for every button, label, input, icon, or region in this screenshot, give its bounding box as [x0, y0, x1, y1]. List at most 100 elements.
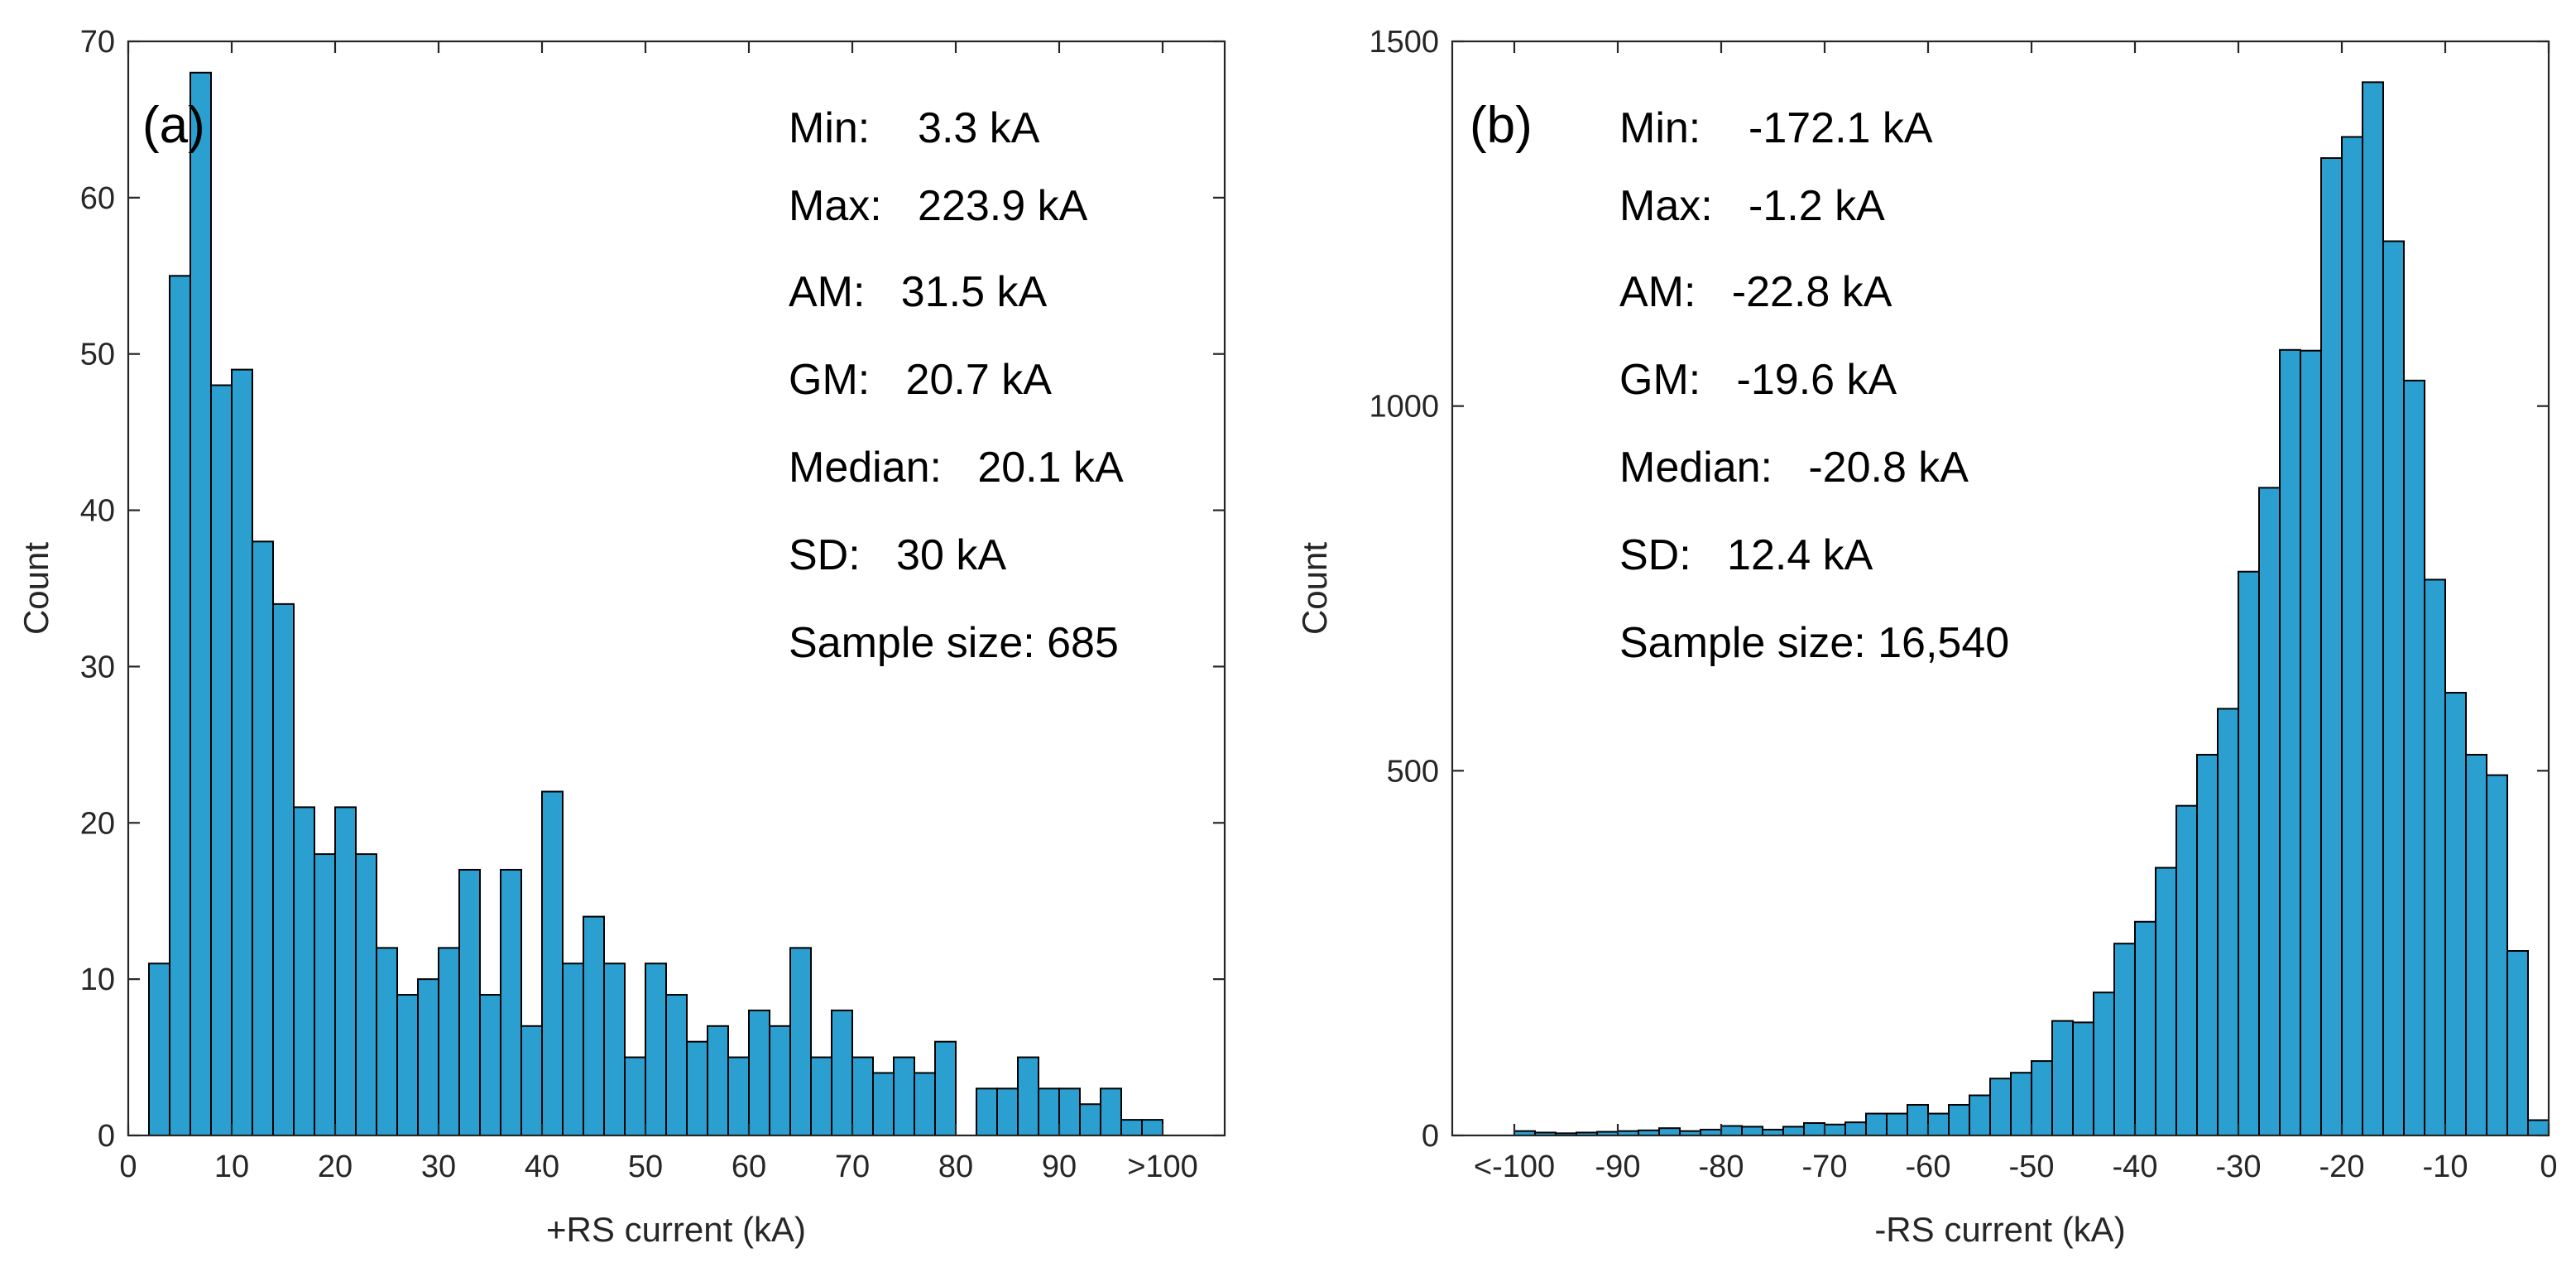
panel-b-stat-gm: GM: -19.6 kA — [1619, 356, 1897, 404]
panel-b-bar-16 — [1844, 1121, 1867, 1137]
panel-b-bar-49 — [2527, 1119, 2550, 1136]
panel-b-stat-sample-size: Sample size: 16,540 — [1619, 619, 2009, 667]
panel-a-bar-33 — [831, 1009, 853, 1137]
panel-b-y-axis-title: Count — [1295, 542, 1334, 635]
panel-b-bar-24 — [2010, 1072, 2032, 1136]
panel-b-bar-17 — [1865, 1112, 1888, 1137]
panel-b-x-tick-label-7: -30 — [2216, 1150, 2262, 1184]
panel-b-stat-sd: SD: 12.4 kA — [1619, 531, 1873, 579]
panel-b-bar-20 — [1927, 1112, 1950, 1137]
panel-b-stat-max: Max: -1.2 kA — [1619, 182, 1885, 230]
panel-b-bar-39 — [2320, 157, 2343, 1136]
panel-a-x-tick-label-10: >100 — [1127, 1150, 1198, 1184]
panel-a-bar-35 — [872, 1072, 895, 1136]
panel-b-y-tick-label-2: 1000 — [1369, 390, 1439, 425]
panel-a-x-tick-label-6: 60 — [732, 1150, 766, 1184]
panel-a-bar-2 — [189, 71, 212, 1136]
panel-b-stat-am: AM: -22.8 kA — [1619, 268, 1892, 316]
panel-a-y-tick-label-4: 40 — [80, 494, 115, 529]
panel-a-bar-0 — [148, 962, 170, 1137]
panel-b-negative-current-histogram: <-100 -90 -80 -70 -60 -50 -40 -30 -20 -10 0 0 500 10… — [1295, 25, 2558, 1249]
panel-a-x-tick-label-0: 0 — [119, 1150, 137, 1184]
panel-a-bar-42 — [1038, 1087, 1060, 1136]
panel-a-x-tick-labels: 0 10 20 30 40 50 60 70 80 90 >100 — [119, 1150, 1197, 1184]
panel-a-bar-21 — [583, 915, 605, 1136]
panel-a-bar-25 — [665, 994, 688, 1137]
panel-b-bar-13 — [1782, 1126, 1805, 1137]
panel-b-bar-41 — [2362, 81, 2384, 1137]
panel-a-bar-4 — [231, 368, 253, 1137]
panel-b-bar-23 — [1989, 1078, 2012, 1137]
panel-a-stats-box: Min: 3.3 kA Max: 223.9 kA AM: 31.5 kA GM… — [789, 104, 1124, 667]
panel-a-positive-current-histogram: 0 10 20 30 40 50 60 70 80 90 >100 010203040506070 … — [17, 25, 1226, 1249]
panel-b-bar-27 — [2072, 1021, 2094, 1137]
panel-a-bar-39 — [976, 1087, 998, 1136]
panel-a-stat-sample-size: Sample size: 685 — [789, 619, 1119, 667]
panel-b-x-axis-title: -RS current (kA) — [1874, 1210, 2125, 1249]
panel-a-x-tick-label-4: 40 — [525, 1150, 559, 1184]
panel-a-bar-40 — [996, 1087, 1019, 1136]
panel-a-label: (a) — [142, 97, 205, 154]
panel-b-bar-44 — [2424, 578, 2446, 1136]
panel-a-bar-38 — [934, 1040, 957, 1136]
panel-a-bar-3 — [210, 384, 233, 1136]
panel-a-bar-31 — [789, 947, 812, 1136]
panel-a-bar-13 — [417, 978, 439, 1137]
panel-b-bar-48 — [2506, 950, 2529, 1137]
panel-a-bars — [148, 71, 1163, 1137]
panel-a-y-tick-label-6: 60 — [80, 181, 115, 216]
panel-b-bar-22 — [1969, 1094, 1991, 1137]
panel-a-bar-6 — [272, 602, 295, 1136]
panel-b-bar-34 — [2217, 708, 2239, 1136]
panel-b-bar-37 — [2279, 348, 2301, 1136]
panel-a-bar-10 — [355, 853, 377, 1137]
panel-b-bar-47 — [2486, 774, 2508, 1136]
panel-a-stat-sd: SD: 30 kA — [789, 531, 1006, 579]
panel-a-bar-30 — [769, 1025, 791, 1137]
panel-a-bar-41 — [1017, 1056, 1039, 1136]
panel-b-x-tick-label-3: -70 — [1802, 1150, 1848, 1184]
panel-b-x-tick-labels: <-100 -90 -80 -70 -60 -50 -40 -30 -20 -10 0 — [1474, 1150, 2558, 1184]
panel-b-x-tick-label-4: -60 — [1906, 1150, 1951, 1184]
panel-b-bar-45 — [2444, 692, 2467, 1136]
panel-a-stat-max: Max: 223.9 kA — [789, 182, 1088, 230]
panel-a-x-tick-label-9: 90 — [1042, 1150, 1077, 1184]
panel-b-bar-19 — [1907, 1103, 1929, 1136]
panel-b-stat-min: Min: -172.1 kA — [1619, 104, 1933, 152]
panel-b-x-tick-label-6: -40 — [2113, 1150, 2158, 1184]
panel-a-x-tick-label-3: 30 — [421, 1150, 456, 1184]
panel-b-y-tick-label-3: 1500 — [1369, 25, 1439, 60]
panel-a-bar-12 — [396, 994, 419, 1137]
panel-b-bar-7 — [1658, 1127, 1681, 1136]
panel-a-bar-15 — [458, 868, 481, 1136]
panel-a-y-tick-label-1: 10 — [80, 962, 115, 997]
panel-a-x-tick-label-5: 50 — [628, 1150, 663, 1184]
panel-a-bar-32 — [810, 1056, 832, 1136]
panel-a-x-tick-label-2: 20 — [318, 1150, 353, 1184]
panel-a-stat-median: Median: 20.1 kA — [789, 444, 1124, 492]
panel-b-bar-29 — [2113, 943, 2136, 1136]
panel-a-stat-gm: GM: 20.7 kA — [789, 356, 1052, 404]
panel-b-bar-25 — [2031, 1060, 2053, 1136]
panel-b-bar-36 — [2258, 487, 2281, 1136]
panel-a-bar-20 — [562, 962, 584, 1137]
panel-b-x-tick-label-1: -90 — [1595, 1150, 1641, 1184]
panel-b-y-tick-label-0: 0 — [1422, 1119, 1439, 1154]
panel-b-bar-30 — [2134, 920, 2156, 1137]
panel-b-ticks — [1452, 40, 2550, 1137]
panel-a-bar-17 — [500, 868, 522, 1136]
panel-a-bar-44 — [1079, 1103, 1101, 1136]
panel-a-y-tick-label-3: 30 — [80, 650, 115, 684]
panel-b-y-tick-labels: 0 500 1000 1500 — [1369, 25, 1439, 1154]
panel-b-bar-18 — [1886, 1112, 1908, 1137]
panel-a-bar-37 — [914, 1072, 936, 1136]
panel-b-x-tick-label-9: -10 — [2423, 1150, 2468, 1184]
panel-a-y-tick-label-5: 50 — [80, 338, 115, 372]
panel-a-bar-43 — [1058, 1087, 1081, 1136]
panel-b-bar-46 — [2465, 753, 2487, 1136]
panel-a-x-tick-label-7: 70 — [835, 1150, 870, 1184]
panel-a-bar-1 — [169, 275, 191, 1136]
panel-a-bar-47 — [1141, 1119, 1163, 1136]
panel-a-bar-34 — [851, 1056, 874, 1136]
